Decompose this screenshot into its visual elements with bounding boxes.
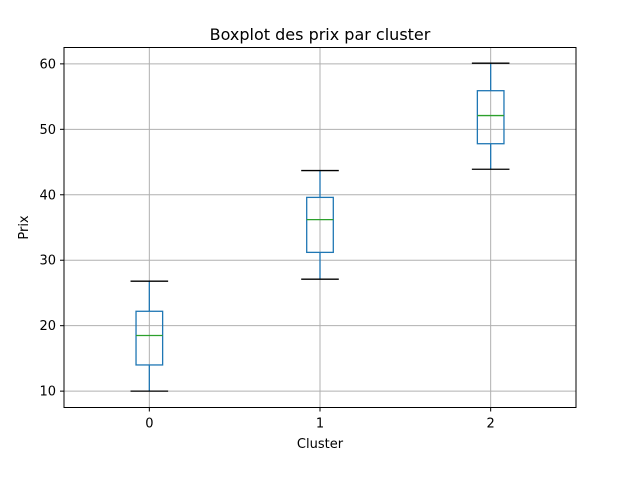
box-series xyxy=(130,62,510,392)
y-tick-label: 10 xyxy=(39,385,56,400)
y-tick-label: 60 xyxy=(39,57,56,72)
x-tick-label: 1 xyxy=(316,417,324,432)
box-iqr xyxy=(476,90,505,145)
box-group-cluster-2 xyxy=(471,62,510,170)
x-axis-title: Cluster xyxy=(297,437,344,452)
x-axis-ticks: 0 1 2 xyxy=(145,407,495,432)
y-tick-label: 40 xyxy=(39,188,56,203)
y-tick-label: 30 xyxy=(39,254,56,269)
y-axis-title: Prix xyxy=(17,215,32,240)
box-group-cluster-0 xyxy=(130,280,169,392)
y-tick-label: 20 xyxy=(39,319,56,334)
box-group-cluster-1 xyxy=(301,169,339,280)
y-tick-label: 50 xyxy=(39,123,56,138)
grid-lines xyxy=(64,47,576,408)
box-iqr xyxy=(306,196,334,254)
x-tick-label: 2 xyxy=(487,417,495,432)
x-tick-label: 0 xyxy=(145,417,153,432)
y-axis-ticks: 10 20 30 40 50 60 xyxy=(39,57,64,400)
box-iqr xyxy=(135,310,164,366)
chart-title: Boxplot des prix par cluster xyxy=(210,25,431,44)
